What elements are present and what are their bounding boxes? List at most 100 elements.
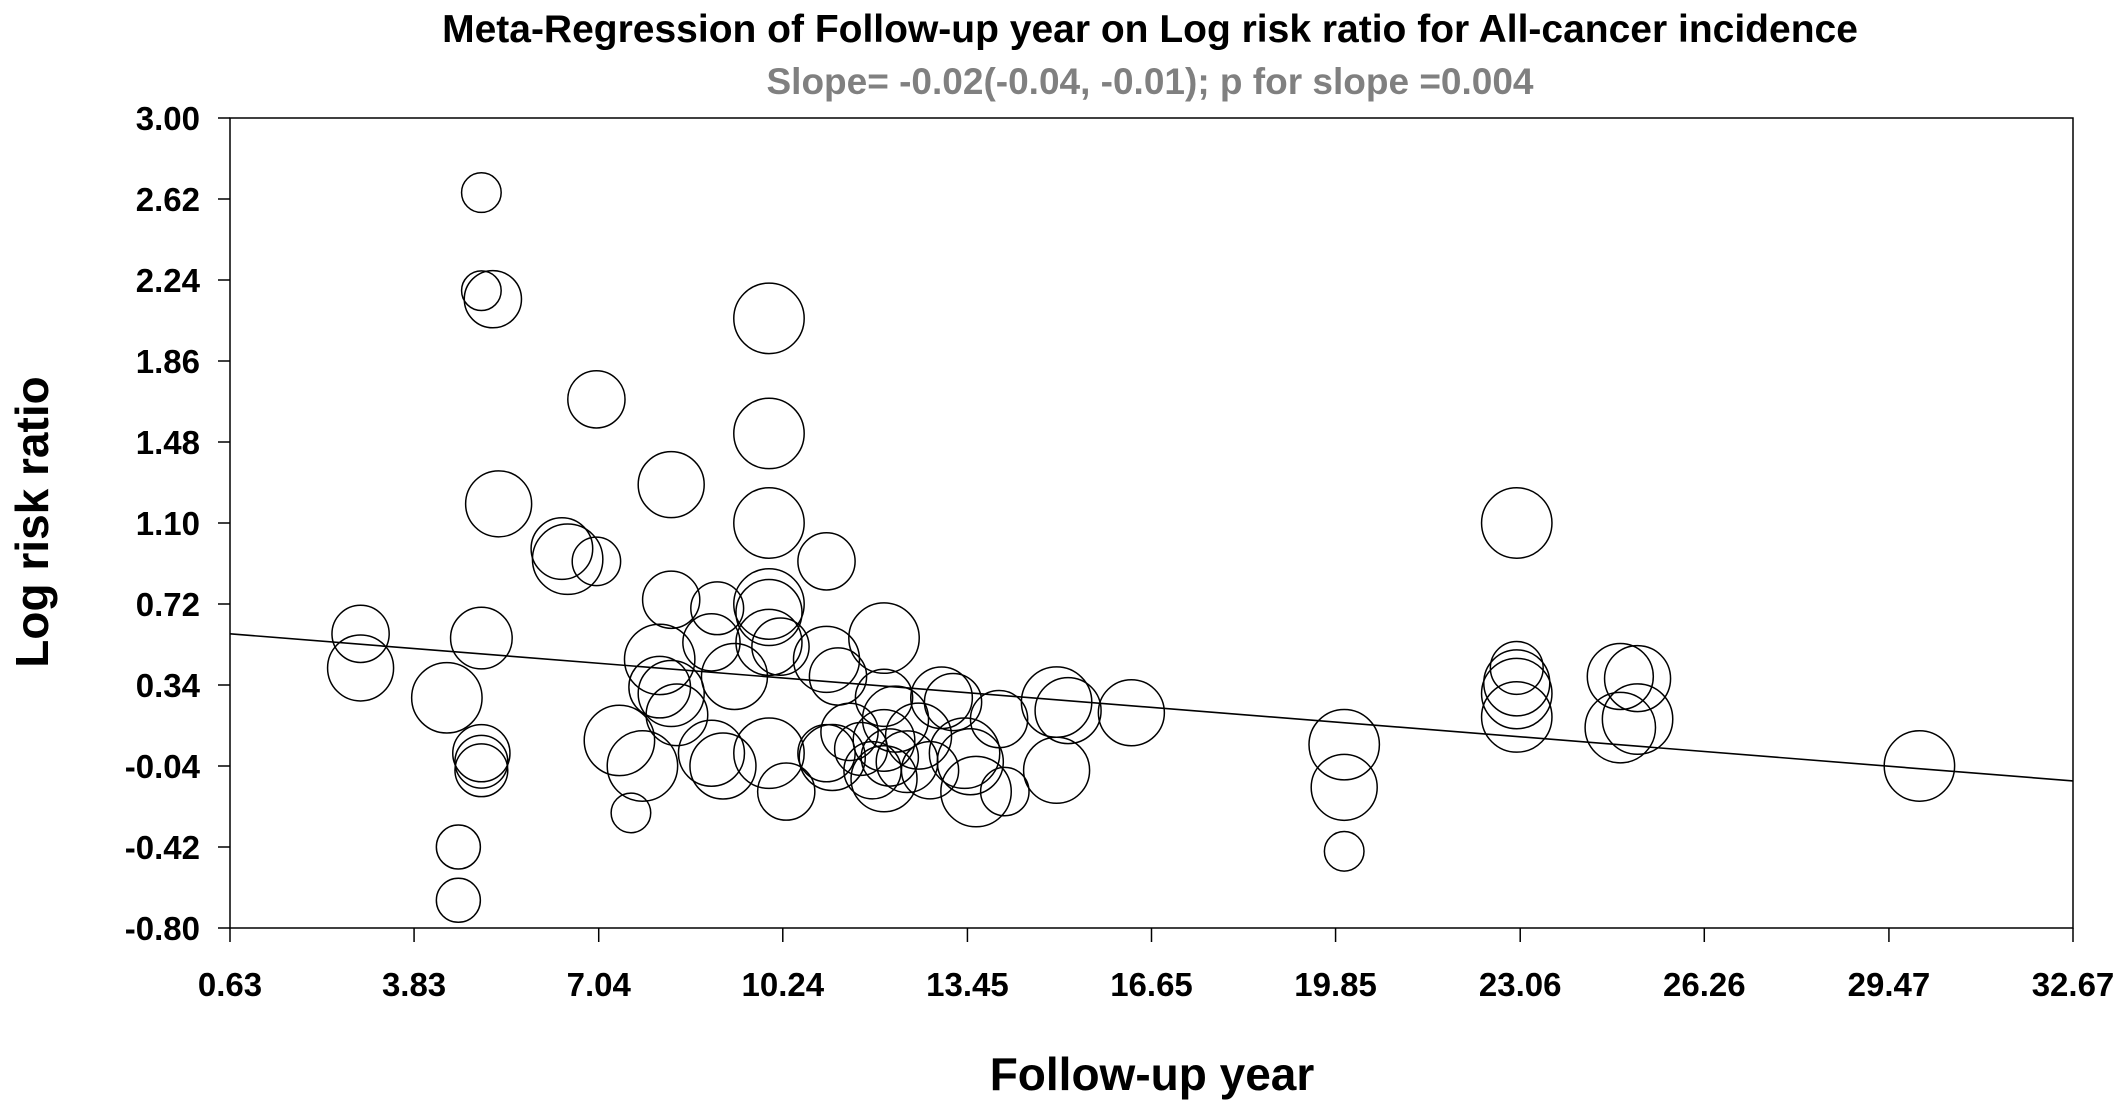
study-bubble (530, 517, 594, 581)
study-bubble (606, 730, 679, 802)
study-bubble (820, 702, 879, 762)
study-bubble (326, 634, 395, 702)
study-bubble (1489, 640, 1544, 696)
study-bubble (735, 608, 803, 677)
study-bubble (852, 708, 916, 772)
study-bubble (531, 523, 604, 596)
study-bubble (410, 661, 483, 734)
study-bubble (733, 487, 805, 559)
chart-title: Meta-Regression of Follow-up year on Log… (442, 8, 1858, 51)
study-bubble (1483, 649, 1551, 717)
study-bubble (936, 727, 1005, 796)
study-bubble (1323, 830, 1365, 872)
study-bubble (583, 704, 656, 777)
study-bubble (900, 740, 960, 800)
study-bubble (331, 604, 390, 664)
study-bubble (850, 745, 918, 813)
study-bubble (464, 470, 533, 538)
study-bubble (435, 824, 482, 870)
study-bubble (682, 613, 741, 672)
study-bubble (808, 647, 868, 706)
x-tick-label: 7.04 (567, 966, 632, 1003)
study-bubble (460, 270, 502, 312)
study-bubble (463, 269, 523, 329)
study-bubble (1480, 681, 1553, 753)
study-bubble (1097, 678, 1166, 747)
x-tick-label: 26.26 (1663, 966, 1746, 1003)
study-bubble (637, 659, 705, 728)
study-bubble (1480, 487, 1553, 559)
study-bubble (797, 532, 856, 591)
study-bubble (792, 625, 861, 694)
plot-frame (229, 117, 2074, 929)
study-bubble (637, 450, 705, 519)
study-bubble (940, 755, 1013, 828)
x-tick-label: 19.85 (1294, 966, 1377, 1003)
study-bubble (756, 762, 816, 821)
study-bubble (751, 617, 810, 676)
study-bubble (460, 172, 502, 214)
study-bubble (798, 723, 867, 792)
y-tick-label: 1.86 (136, 343, 200, 380)
regression-line (229, 633, 2074, 782)
y-tick-label: 2.62 (136, 181, 200, 218)
study-bubble (1586, 642, 1655, 711)
study-bubble (689, 732, 757, 800)
chart-subtitle: Slope= -0.02(-0.04, -0.01); p for slope … (766, 61, 1533, 102)
study-bubble (735, 578, 803, 647)
y-tick-label: 0.72 (136, 586, 200, 623)
y-tick-label: -0.42 (125, 829, 200, 866)
y-axis-label: Log risk ratio (6, 376, 58, 667)
x-tick-label: 23.06 (1479, 966, 1562, 1003)
x-tick-label: 0.63 (198, 966, 262, 1003)
y-tick-label: -0.04 (125, 748, 201, 785)
study-bubble (1310, 753, 1378, 822)
x-axis-label: Follow-up year (990, 1048, 1315, 1100)
study-bubble (567, 370, 626, 429)
study-bubble (454, 743, 509, 798)
y-tick-label: -0.80 (125, 910, 200, 947)
study-bubble (854, 668, 914, 728)
study-bubble (1480, 657, 1553, 730)
study-bubble (700, 642, 769, 711)
study-bubble (641, 570, 701, 630)
study-bubble (435, 877, 482, 924)
y-tick-label: 1.48 (136, 424, 200, 461)
study-bubble (452, 723, 511, 783)
study-bubble (449, 606, 513, 670)
study-bubble (860, 728, 920, 787)
plot-area: 0.63 3.83 7.04 10.24 13.45 16.65 19.85 23.06 26.… (125, 100, 2115, 1003)
study-bubble (454, 734, 509, 789)
study-bubble (884, 702, 953, 770)
study-bubble (571, 536, 622, 587)
study-bubble (610, 792, 652, 834)
study-bubble (848, 602, 920, 675)
study-bubble (1034, 676, 1102, 745)
study-bubble (979, 766, 1030, 817)
study-bubble (690, 581, 745, 636)
x-tick-label: 13.45 (926, 966, 1009, 1003)
y-tick-label: 3.00 (136, 100, 200, 137)
study-bubble (1584, 691, 1657, 764)
study-bubble (797, 723, 856, 783)
study-bubble (1883, 730, 1956, 802)
x-tick-label: 29.47 (1848, 966, 1931, 1003)
y-tick-label: 2.24 (136, 262, 201, 299)
study-bubble (733, 397, 805, 470)
study-bubble (1603, 644, 1672, 713)
study-bubble (1601, 683, 1674, 756)
y-tick-label: 1.10 (136, 505, 200, 542)
x-tick-label: 3.83 (382, 966, 446, 1003)
y-tick-label: 0.34 (136, 667, 201, 704)
study-bubble (1022, 736, 1091, 805)
study-bubble (677, 719, 746, 787)
x-tick-label: 16.65 (1110, 966, 1193, 1003)
study-bubble (623, 623, 696, 696)
x-tick-label: 32.67 (2032, 966, 2115, 1003)
study-bubble (733, 282, 805, 355)
study-bubble (733, 717, 805, 790)
study-bubble (969, 689, 1029, 749)
x-tick-label: 10.24 (741, 966, 824, 1003)
